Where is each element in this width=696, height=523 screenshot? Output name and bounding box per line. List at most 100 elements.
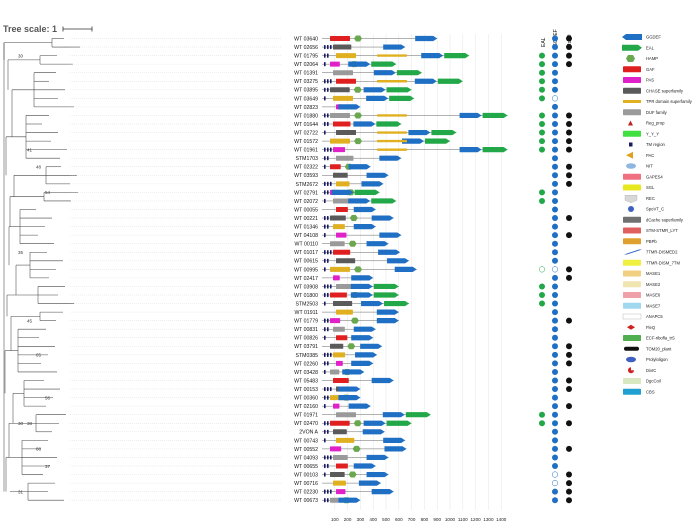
tpr-bar bbox=[377, 80, 407, 83]
tpr-domain bbox=[333, 352, 346, 358]
domain-arrow bbox=[351, 335, 374, 341]
tree-node-support-label: 45 bbox=[27, 318, 33, 323]
domain-arrow bbox=[331, 189, 354, 195]
legend-label: CHASE superfamily bbox=[646, 88, 684, 93]
leaf-label: STM0385 bbox=[296, 353, 319, 359]
gaf-domain bbox=[336, 463, 348, 469]
leaf-label: 2VON A bbox=[299, 430, 318, 436]
rocd-presence-dot bbox=[566, 488, 572, 495]
pas-domain bbox=[330, 61, 340, 67]
tm-region bbox=[327, 156, 329, 161]
domain-arrow bbox=[371, 61, 397, 67]
gaf-domain bbox=[333, 378, 349, 383]
leaf-label: WT 02417 bbox=[294, 276, 318, 282]
leaf-label: WT 00743 bbox=[294, 438, 318, 444]
domain-arrow bbox=[351, 360, 374, 366]
domain-arrow bbox=[414, 78, 437, 84]
pas-domain bbox=[336, 232, 347, 238]
domain-arrow bbox=[383, 44, 406, 50]
tm-region bbox=[324, 190, 326, 195]
rocd-presence-dot bbox=[566, 129, 572, 136]
gaf-domain bbox=[336, 335, 348, 341]
axis-tick-label: 200 bbox=[344, 517, 352, 522]
domain-arrow bbox=[405, 412, 431, 418]
rocd-presence-dot bbox=[566, 52, 572, 59]
pas-domain bbox=[330, 318, 341, 324]
rocd-presence-dot bbox=[566, 44, 572, 51]
legend-label: NIT bbox=[646, 164, 653, 169]
axis-tick-label: 1300 bbox=[483, 517, 494, 522]
legend-label: SpoVT_C bbox=[646, 207, 664, 212]
leaf-label: WT 02260 bbox=[294, 361, 318, 367]
leaf-label: WT 00360 bbox=[294, 396, 318, 402]
chase-domain bbox=[330, 87, 350, 93]
gaf-domain bbox=[336, 207, 348, 212]
ggdef-presence-dot bbox=[552, 454, 558, 461]
legend-swatch bbox=[628, 120, 633, 126]
legend-swatch bbox=[623, 292, 641, 298]
tpr-domain bbox=[336, 53, 356, 59]
domain-arrow bbox=[353, 121, 376, 127]
ggdef-presence-dot bbox=[552, 300, 558, 307]
leaf-label: WT 01795 bbox=[294, 54, 318, 60]
tm-region bbox=[327, 121, 329, 127]
ggdef-presence-dot bbox=[552, 463, 558, 469]
eal-presence-dot bbox=[539, 189, 545, 196]
gaf-domain bbox=[330, 36, 350, 41]
leaf-label: WT 00055 bbox=[294, 207, 318, 213]
legend-label: ANAPC5 bbox=[646, 314, 663, 319]
rocd-presence-dot bbox=[566, 471, 572, 478]
length-axis: 100 200 300 400 500 600 700 800 900 1000 1100 1200 1… bbox=[331, 517, 507, 522]
domain-arrow bbox=[353, 224, 376, 230]
duf-domain bbox=[333, 198, 350, 204]
legend-swatch bbox=[622, 44, 642, 51]
domain-arrow bbox=[366, 172, 389, 178]
legend-swatch bbox=[623, 130, 641, 137]
legend-swatch bbox=[624, 346, 639, 351]
rocd-presence-dot bbox=[566, 274, 572, 281]
domain-arrow bbox=[366, 241, 389, 247]
domain-arrow bbox=[373, 70, 396, 76]
eal-presence-dot bbox=[539, 78, 545, 85]
gaf-domain bbox=[333, 121, 351, 127]
legend-label: Reg_prop bbox=[646, 121, 665, 126]
rocd-presence-dot bbox=[566, 232, 572, 239]
ggdef-presence-dot bbox=[552, 343, 558, 350]
tpr-domain bbox=[333, 224, 345, 230]
tm-region bbox=[327, 215, 329, 221]
legend-label: ECF-ribofla_trS bbox=[646, 336, 675, 341]
legend-swatch bbox=[623, 302, 641, 309]
tm-region bbox=[327, 327, 329, 332]
eal-presence-dot bbox=[539, 86, 545, 93]
domain-arrow bbox=[350, 292, 373, 298]
tm-region bbox=[327, 44, 329, 50]
tm-region bbox=[324, 62, 326, 67]
leaf-label: WT 01911 bbox=[295, 310, 319, 316]
ggdef-presence-dot bbox=[552, 326, 558, 333]
duf-domain bbox=[330, 369, 340, 375]
domain-arrow bbox=[459, 147, 482, 153]
eal-presence-dot bbox=[539, 95, 545, 102]
legend-swatch bbox=[622, 313, 642, 320]
eal-partial-dot bbox=[538, 266, 546, 273]
rocd-presence-dot bbox=[566, 497, 572, 504]
ggdef-presence-dot bbox=[552, 428, 558, 435]
domain-arrow bbox=[371, 377, 394, 384]
tpr-domain bbox=[336, 181, 350, 187]
ggdef-presence-dot bbox=[552, 163, 558, 170]
ggdef-presence-dot bbox=[552, 368, 558, 375]
legend-label: EAL bbox=[646, 45, 655, 50]
tm-region bbox=[324, 250, 326, 255]
leaf-labels: WT 03640 WT 02656 WT 01795 WT 02064 WT 01391… bbox=[294, 36, 318, 504]
tm-region bbox=[324, 258, 326, 263]
ggdef-presence-dot bbox=[552, 189, 558, 196]
ggdef-presence-dot bbox=[552, 292, 558, 298]
domain-arrow bbox=[348, 403, 371, 409]
gaf-domain bbox=[330, 292, 347, 298]
ggdef-presence-dot bbox=[552, 206, 558, 213]
leaf-label: WT 01391 bbox=[294, 71, 318, 77]
ggdef-presence-dot bbox=[552, 35, 558, 42]
leaf-label: WT 00826 bbox=[294, 336, 318, 342]
domain-arrow bbox=[366, 454, 389, 461]
tm-region bbox=[324, 335, 326, 340]
